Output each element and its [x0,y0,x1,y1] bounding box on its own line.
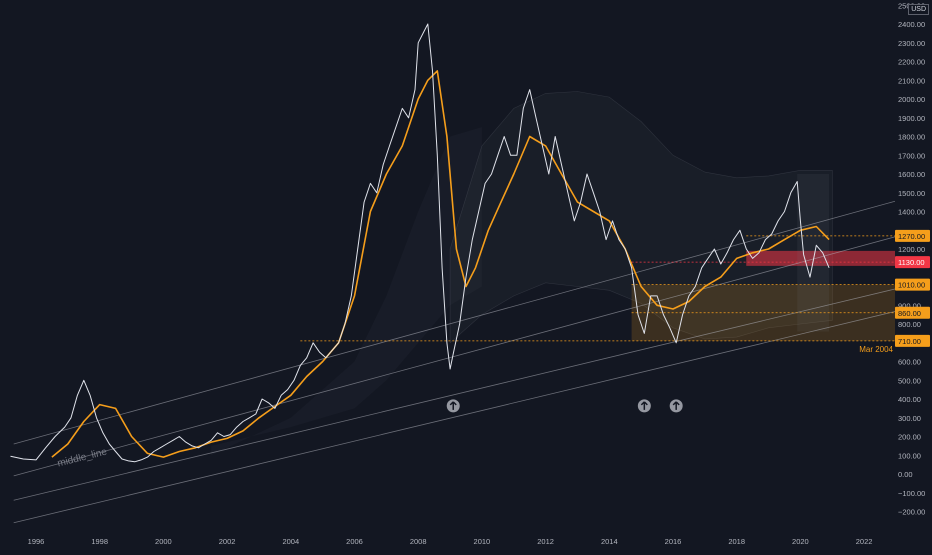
year-tick-label: 2004 [282,537,299,546]
price-level-label: 1270.00 [898,232,925,241]
price-tick-label: 600.00 [898,358,921,367]
chart-plot-area[interactable]: middle_line Mar 2004 [0,0,906,528]
year-tick-label: 1998 [91,537,108,546]
price-scale-svg: −300.00−200.00−100.000.00100.00200.00300… [895,1,930,535]
year-tick-label: 2018 [728,537,745,546]
year-tick-label: 2000 [155,537,172,546]
price-scale[interactable]: −300.00−200.00−100.000.00100.00200.00300… [895,0,932,535]
resistance-zone [746,250,906,266]
price-tick-label: 1200.00 [898,245,925,254]
marker-arrow [672,401,680,410]
price-level-label: 710.00 [898,337,921,346]
year-tick-label: 2022 [856,537,873,546]
currency-label[interactable]: USD [908,4,929,15]
price-line [10,23,830,463]
price-tick-label: 2000.00 [898,95,925,104]
marker-arrow [449,401,457,410]
price-tick-label: 400.00 [898,395,921,404]
year-tick-label: 2014 [601,537,618,546]
price-level-label: 1130.00 [898,258,925,267]
price-level-label: 1010.00 [898,281,925,290]
price-level-badge [895,306,930,319]
date-marker-label: Mar 2004 [859,345,893,354]
lower-envelope-band [211,127,482,456]
year-tick-label: 2006 [346,537,363,546]
price-tick-label: 100.00 [898,451,921,460]
price-tick-label: 2200.00 [898,58,925,67]
price-tick-label: 1900.00 [898,114,925,123]
year-tick-label: 2020 [792,537,809,546]
price-tick-label: 200.00 [898,433,921,442]
year-tick-label: 2012 [537,537,554,546]
price-tick-label: −200.00 [898,508,925,517]
year-tick-label: 2016 [665,537,682,546]
price-tick-label: −100.00 [898,489,925,498]
price-tick-label: 1500.00 [898,189,925,198]
support-zone [631,284,906,341]
price-level-badge [895,278,930,291]
year-tick-label: 2008 [410,537,427,546]
price-tick-label: 300.00 [898,414,921,423]
price-level-label: 860.00 [898,309,921,318]
price-tick-label: 1800.00 [898,133,925,142]
year-tick-label: 2010 [474,537,491,546]
price-level-badge [895,229,930,242]
trend-line [13,308,906,524]
time-scale-svg: 1996 1998 2000 2002 2004 2006 2008 2010 2012 2014… [28,537,873,546]
price-tick-label: 2100.00 [898,76,925,85]
price-tick-label: 2300.00 [898,39,925,48]
price-tick-label: 0.00 [898,470,913,479]
year-tick-label: 2002 [219,537,236,546]
highlight-box [797,174,830,332]
price-tick-label: 1700.00 [898,151,925,160]
price-tick-label: 1600.00 [898,170,925,179]
up-arrow-marker-icon [446,399,460,413]
time-scale[interactable]: 1996 1998 2000 2002 2004 2006 2008 2010 2012 2014… [0,528,895,550]
price-tick-label: 900.00 [898,301,921,310]
marker-arrow [640,401,648,410]
middle-line-label: middle_line [56,446,108,469]
year-tick-label: 1996 [28,537,45,546]
trend-line [13,286,906,501]
up-arrow-marker-icon [637,399,651,413]
price-tick-label: 800.00 [898,320,921,329]
scale-corner [895,528,932,550]
price-tick-label: 2400.00 [898,20,925,29]
price-tick-label: 1400.00 [898,208,925,217]
trend-line [13,233,906,477]
plot-svg[interactable]: middle_line Mar 2004 [0,0,906,528]
moving-average-line [51,70,830,458]
price-tick-label: 500.00 [898,376,921,385]
price-level-badge [895,334,930,347]
price-level-badge [895,256,930,269]
up-arrow-marker-icon [669,399,683,413]
